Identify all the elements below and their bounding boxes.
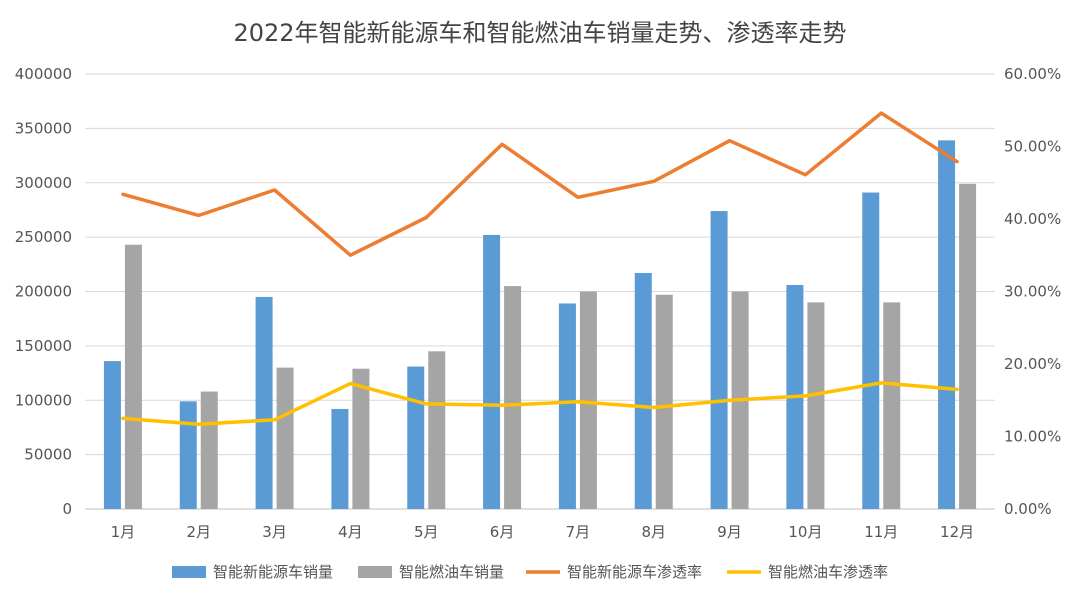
legend-item: 智能新能源车销量 xyxy=(172,563,333,581)
x-axis-tick-label: 3月 xyxy=(262,523,287,541)
bar-ice-sales xyxy=(276,367,294,509)
right-axis-tick-label: 50.00% xyxy=(1004,138,1061,156)
legend-label: 智能燃油车销量 xyxy=(399,563,504,581)
left-axis-tick-label: 100000 xyxy=(15,391,72,409)
x-axis-tick-label: 6月 xyxy=(490,523,515,541)
legend-item: 智能燃油车渗透率 xyxy=(727,563,888,581)
right-axis: 0.00% 10.00% 20.00% 30.00% 40.00% 50.00% 60.00… xyxy=(1004,65,1061,518)
bar-ice-sales xyxy=(883,302,901,509)
bar-nev-sales xyxy=(255,296,273,509)
left-axis-tick-label: 50000 xyxy=(24,446,72,464)
bar-ice-sales xyxy=(124,244,142,510)
bar-ice-sales xyxy=(352,368,370,509)
x-axis-tick-label: 7月 xyxy=(566,523,591,541)
left-axis-tick-label: 400000 xyxy=(15,65,72,83)
left-axis: 0 50000 100000 150000 200000 250000 300000 3500… xyxy=(15,65,72,518)
bar-ice-sales xyxy=(655,294,673,509)
legend-swatch-bar xyxy=(358,566,392,578)
right-axis-tick-label: 40.00% xyxy=(1004,210,1061,228)
bar-nev-sales xyxy=(558,303,576,509)
x-axis-tick-label: 9月 xyxy=(717,523,742,541)
bar-nev-sales xyxy=(634,273,652,509)
bar-series-group xyxy=(103,140,977,510)
left-axis-tick-label: 0 xyxy=(62,500,72,518)
bar-ice-sales xyxy=(504,286,522,509)
legend-swatch-bar xyxy=(172,566,206,578)
x-axis-tick-label: 5月 xyxy=(414,523,439,541)
bar-nev-sales xyxy=(938,140,956,509)
left-axis-tick-label: 250000 xyxy=(15,228,72,246)
x-axis-tick-label: 1月 xyxy=(111,523,136,541)
legend-item: 智能燃油车销量 xyxy=(358,563,504,581)
right-axis-tick-label: 0.00% xyxy=(1004,500,1052,518)
left-axis-tick-label: 200000 xyxy=(15,283,72,301)
legend-item: 智能新能源车渗透率 xyxy=(526,563,702,581)
chart-title: 2022年智能新能源车和智能燃油车销量走势、渗透率走势 xyxy=(233,19,846,47)
bar-nev-sales xyxy=(179,401,197,509)
bar-ice-sales xyxy=(959,183,977,509)
right-axis-tick-label: 10.00% xyxy=(1004,428,1061,446)
line-series-group xyxy=(121,111,959,426)
right-axis-tick-label: 20.00% xyxy=(1004,355,1061,373)
bar-nev-sales xyxy=(103,361,121,509)
bar-nev-sales xyxy=(407,366,425,509)
x-axis-tick-label: 4月 xyxy=(338,523,363,541)
legend-label: 智能燃油车渗透率 xyxy=(768,563,888,581)
right-axis-tick-label: 60.00% xyxy=(1004,65,1061,83)
ice-penetration-line xyxy=(121,381,959,426)
bar-ice-sales xyxy=(579,291,597,509)
bar-nev-sales xyxy=(483,234,501,509)
gridlines xyxy=(85,73,995,510)
bar-nev-sales xyxy=(862,192,880,509)
left-axis-tick-label: 300000 xyxy=(15,174,72,192)
bar-nev-sales xyxy=(710,211,728,509)
legend: 智能新能源车销量 智能燃油车销量 智能新能源车渗透率 智能燃油车渗透率 xyxy=(172,563,888,581)
x-axis-tick-label: 8月 xyxy=(641,523,666,541)
bar-ice-sales xyxy=(200,391,218,509)
x-axis-tick-label: 2月 xyxy=(186,523,211,541)
left-axis-tick-label: 150000 xyxy=(15,337,72,355)
left-axis-tick-label: 350000 xyxy=(15,119,72,137)
bar-nev-sales xyxy=(331,408,349,509)
bar-ice-sales xyxy=(807,302,825,509)
legend-label: 智能新能源车销量 xyxy=(213,563,333,581)
legend-label: 智能新能源车渗透率 xyxy=(567,563,702,581)
x-axis-tick-label: 12月 xyxy=(940,523,974,541)
right-axis-tick-label: 30.00% xyxy=(1004,283,1061,301)
bar-ice-sales xyxy=(428,351,446,509)
x-axis-tick-label: 11月 xyxy=(864,523,898,541)
x-axis: 1月 2月 3月 4月 5月 6月 7月 8月 9月 10月 11月 12月 xyxy=(111,523,974,541)
nev-penetration-line xyxy=(121,111,959,257)
x-axis-tick-label: 10月 xyxy=(788,523,822,541)
